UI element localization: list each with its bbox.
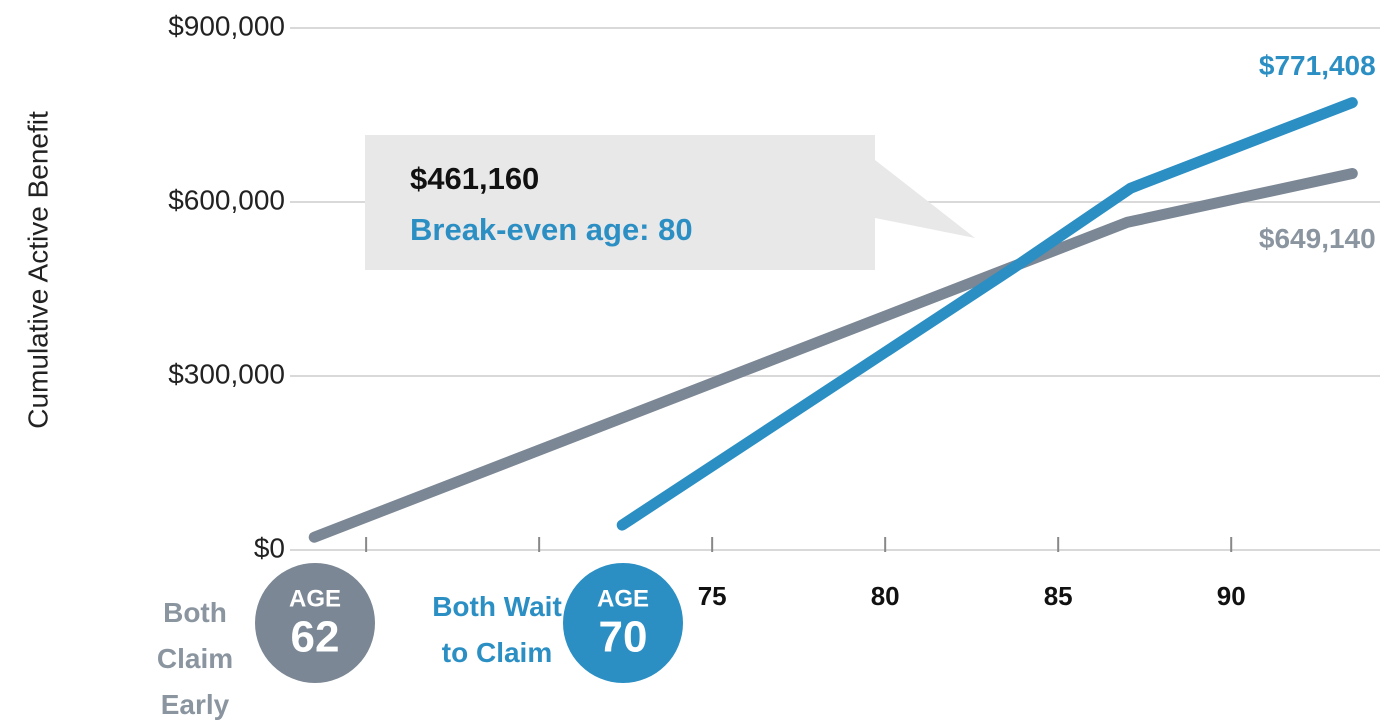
callout-text: Break-even age: 80 (410, 212, 693, 247)
callout-box (365, 135, 975, 270)
y-tick-label: $0 (254, 532, 285, 563)
callout: $461,160 Break-even age: 80 (365, 135, 975, 270)
series-line (308, 167, 1358, 543)
y-tick-label: $300,000 (168, 358, 285, 389)
age-badge (563, 563, 683, 683)
x-tick-label: 80 (871, 581, 900, 611)
badge-label: AGE (289, 585, 341, 612)
legend-label: Both Wait to Claim (432, 591, 562, 668)
badge-age: 70 (599, 613, 648, 662)
end-value-label: $649,140 (1259, 223, 1376, 254)
series-line (616, 97, 1358, 531)
age-badge (255, 563, 375, 683)
legend-label: Both Claim Early (156, 597, 234, 720)
x-tick-label: 75 (698, 581, 727, 611)
x-tick-label: 90 (1217, 581, 1246, 611)
y-tick-label: $600,000 (168, 184, 285, 215)
end-value-label: $771,408 (1259, 50, 1376, 81)
y-axis-label: Cumulative Active Benefit (22, 111, 53, 429)
y-tick-label: $900,000 (168, 10, 285, 41)
callout-value: $461,160 (410, 161, 539, 196)
x-tick-label: 85 (1044, 581, 1073, 611)
badge-age: 62 (291, 613, 340, 662)
badge-label: AGE (597, 585, 649, 612)
